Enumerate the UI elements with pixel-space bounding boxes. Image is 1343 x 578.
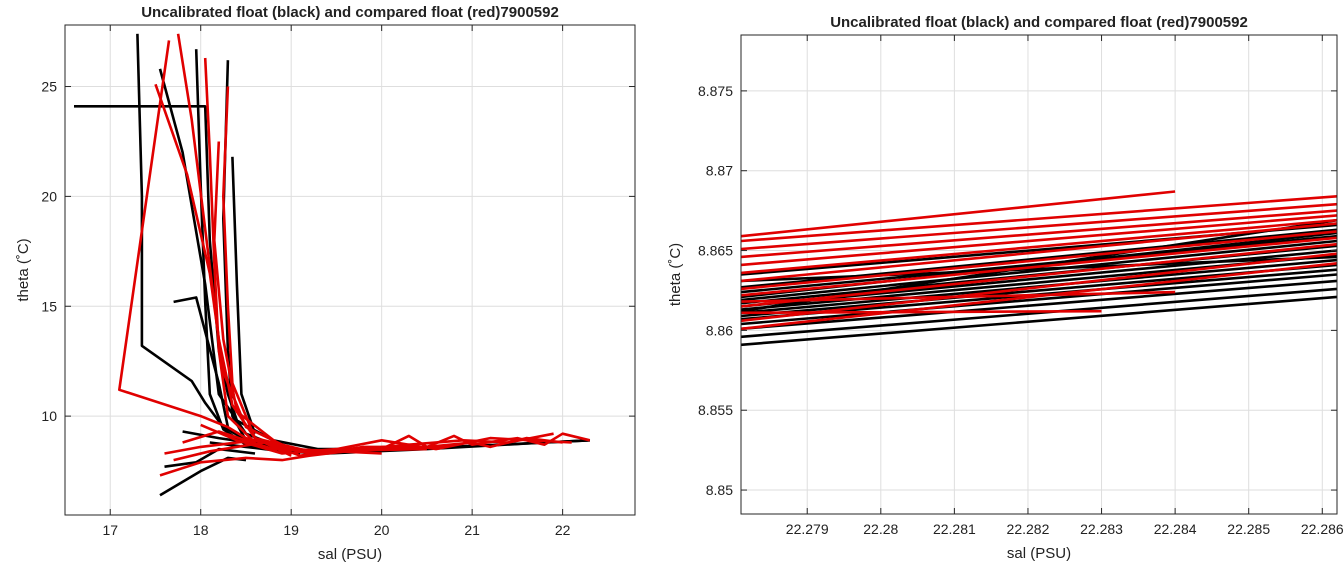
right-chart-series-red-28 (741, 190, 1176, 238)
left-chart-series-black-4 (222, 60, 382, 453)
right-chart-series-black-12 (741, 234, 1337, 294)
left-chart-ylabel: theta (˚C) (15, 238, 32, 301)
left-chart-series-red-14 (203, 57, 256, 444)
left-chart-title: Uncalibrated float (black) and compared … (141, 4, 559, 21)
right-chart-ylabel: theta (˚C) (667, 243, 684, 306)
left-chart-ytick-label: 10 (41, 408, 57, 424)
right-chart-title: Uncalibrated float (black) and compared … (830, 14, 1248, 31)
right-chart-series-red-29 (741, 309, 1102, 315)
right-chart-xtick-label: 22.28 (863, 521, 898, 537)
left-chart-series-red-16 (213, 141, 283, 448)
left-chart-xlabel: sal (PSU) (318, 546, 382, 563)
right-chart-series-black-0 (741, 295, 1337, 347)
right-chart-series-red-27 (741, 195, 1337, 243)
left-chart-series-black-5 (159, 456, 247, 497)
right-chart-series-black-10 (741, 239, 1337, 302)
left-chart-xtick-label: 20 (374, 522, 390, 538)
left-chart-ytick-label: 15 (41, 298, 57, 314)
chart-right-svg: 22.279 22.28 22.281 22.282 22.283 22.284 22.28… (667, 14, 1343, 562)
left-chart-series-red-21 (173, 441, 445, 462)
left-chart-xtick-label: 18 (193, 522, 209, 538)
right-chart-series-red-18 (741, 252, 1337, 323)
right-chart-ytick-label: 8.86 (706, 322, 733, 338)
right-chart-series-black-1 (741, 287, 1337, 339)
chart-left-svg: 17 18 19 20 21 22 10 15 20 25 Uncalibrated float (… (15, 4, 636, 563)
left-chart-series-red-15 (222, 86, 427, 453)
left-chart-ytick-label: 25 (41, 79, 57, 95)
right-chart-series-red-19 (741, 242, 1337, 308)
left-chart-series-red-18 (164, 434, 563, 455)
left-chart-xtick-label: 17 (102, 522, 118, 538)
right-chart-xtick-label: 22.283 (1080, 521, 1123, 537)
right-chart-series-black-14 (741, 255, 1337, 283)
right-chart-xtick-label: 22.281 (933, 521, 976, 537)
right-chart-ytick-label: 8.855 (698, 402, 733, 418)
right-chart-ytick-label: 8.875 (698, 83, 733, 99)
chart-panel-left: 17 18 19 20 21 22 10 15 20 25 Uncalibrated float (… (0, 0, 660, 573)
right-chart-series-red-24 (741, 214, 1337, 267)
right-chart-xtick-label: 22.285 (1227, 521, 1270, 537)
right-chart-xtick-label: 22.279 (786, 521, 829, 537)
right-chart-series-black-2 (741, 279, 1337, 331)
left-chart-xtick-label: 19 (283, 522, 299, 538)
right-chart-ytick-label: 8.85 (706, 482, 733, 498)
right-chart-series-red-26 (741, 202, 1337, 251)
right-chart-series-red-30 (741, 290, 1176, 303)
right-chart-ytick-label: 8.865 (698, 243, 733, 259)
chart-panel-right: 22.279 22.28 22.281 22.282 22.283 22.284 22.28… (660, 0, 1343, 573)
right-chart-xlabel: sal (PSU) (1007, 545, 1071, 562)
left-chart-axes-box (64, 24, 636, 516)
right-chart-axes-box (740, 34, 1338, 515)
right-chart-xtick-label: 22.284 (1154, 521, 1197, 537)
left-chart-xtick-label: 22 (555, 522, 571, 538)
left-chart-series-black-10 (231, 156, 257, 435)
right-chart-xtick-label: 22.286 (1301, 521, 1343, 537)
left-chart-series-black-9 (173, 296, 230, 428)
left-chart-series-red-12 (154, 83, 382, 455)
left-chart-series-black-6 (164, 447, 256, 468)
right-chart-series-red-20 (741, 236, 1337, 297)
left-chart-ytick-label: 20 (41, 188, 57, 204)
right-chart-series-red-22 (741, 222, 1337, 283)
left-chart-xtick-label: 21 (464, 522, 480, 538)
right-chart-xtick-label: 22.282 (1007, 521, 1050, 537)
right-chart-series-red-23 (741, 218, 1337, 275)
right-chart-series-red-21 (741, 230, 1337, 291)
left-chart-series-red-20 (200, 423, 572, 455)
right-chart-ytick-label: 8.87 (706, 163, 733, 179)
right-chart-series-black-3 (741, 273, 1337, 326)
right-chart-series-red-25 (741, 209, 1337, 259)
